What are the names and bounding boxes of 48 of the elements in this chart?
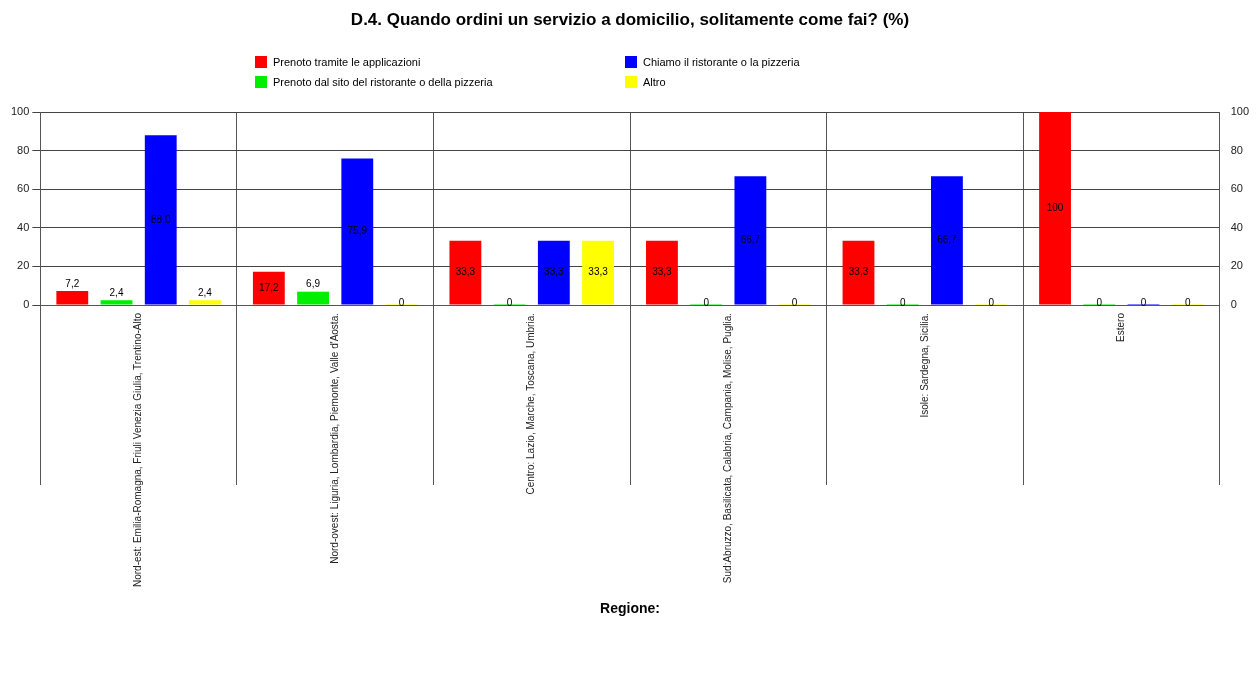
legend-label: Chiamo il ristorante o la pizzeria	[643, 56, 800, 68]
data-label: 33,3	[652, 266, 673, 278]
data-label: 100	[1046, 202, 1064, 213]
chart-title: D.4. Quando ordini un servizio a domicilio, solitamente come fai? (%)	[349, 10, 911, 30]
data-label: 66,7	[937, 234, 958, 246]
legend-label: Altro	[643, 76, 666, 88]
data-label: 0	[703, 297, 710, 309]
x-tick-label: Nord-ovest: Liguria, Lombardia, Piemonte, Valle d'Aosta.	[328, 313, 340, 564]
y-tick-label: 40	[17, 220, 30, 233]
x-tick-label: Isole: Sardegna, Sicilia.	[918, 313, 930, 418]
legend-label: Prenoto dal sito del ristorante o della pizzeria	[273, 76, 493, 88]
y-tick-label: 0	[23, 298, 30, 311]
y2-tick-label: 40	[1230, 220, 1243, 233]
x-tick-label: Estero	[1115, 312, 1127, 342]
data-label: 2,4	[198, 287, 213, 299]
data-label: 0	[899, 297, 906, 309]
y2-tick-label: 100	[1230, 105, 1250, 118]
y-tick-label: 60	[17, 182, 30, 195]
data-label: 33,3	[544, 266, 564, 278]
y2-tick-label: 0	[1230, 298, 1237, 311]
y2-tick-label: 80	[1230, 143, 1243, 156]
data-label: 33,3	[848, 266, 869, 278]
data-label: 0	[1184, 297, 1191, 309]
legend-label: Prenoto tramite le applicazioni	[273, 56, 421, 68]
data-label: 2,4	[109, 287, 124, 299]
data-label: 0	[1140, 297, 1147, 309]
x-tick-label: Sud:Abruzzo, Basilicata, Calabria, Campania, Molise, Puglia.	[722, 313, 734, 584]
data-label: 88,0	[151, 213, 171, 225]
data-label: 0	[1096, 297, 1103, 309]
data-label: 17,2	[259, 281, 280, 293]
x-tick-label: Centro: Lazio, Marche, Toscana, Umbria.	[525, 313, 537, 495]
y2-tick-label: 60	[1230, 182, 1243, 195]
x-axis-title: Regione:	[599, 600, 661, 616]
data-label: 33,3	[588, 266, 609, 278]
y-tick-label: 20	[17, 259, 30, 272]
y-tick-label: 80	[17, 143, 30, 156]
data-label: 0	[791, 297, 798, 309]
data-label: 33,3	[455, 266, 476, 278]
data-label: 66,7	[740, 234, 761, 246]
data-label: 0	[398, 297, 405, 309]
data-label: 75,9	[347, 225, 368, 237]
y-tick-label: 100	[10, 105, 30, 118]
data-label: 7,2	[65, 277, 80, 289]
data-label: 0	[988, 297, 995, 309]
data-label: 6,9	[306, 278, 321, 290]
x-tick-label: Nord-est: Emilia-Romagna, Friuli Venezia Giulia, Trentino-Alto	[132, 312, 144, 587]
y2-tick-label: 20	[1230, 259, 1243, 272]
data-label: 0	[506, 297, 513, 309]
